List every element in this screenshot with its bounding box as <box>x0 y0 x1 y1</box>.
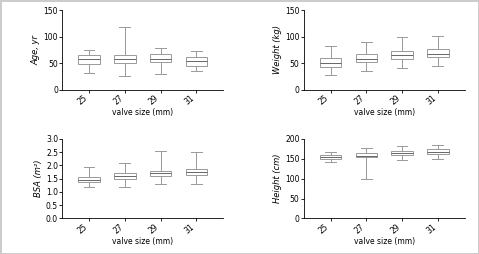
Y-axis label: Height (cm): Height (cm) <box>273 154 282 203</box>
Y-axis label: Age, yr: Age, yr <box>32 35 41 65</box>
PathPatch shape <box>114 55 136 63</box>
PathPatch shape <box>79 55 100 64</box>
PathPatch shape <box>320 58 341 67</box>
PathPatch shape <box>186 57 207 66</box>
PathPatch shape <box>114 173 136 179</box>
PathPatch shape <box>427 49 448 57</box>
PathPatch shape <box>79 177 100 182</box>
Y-axis label: Weight (kg): Weight (kg) <box>273 25 282 74</box>
PathPatch shape <box>186 169 207 175</box>
X-axis label: valve size (mm): valve size (mm) <box>354 108 415 117</box>
PathPatch shape <box>320 155 341 159</box>
PathPatch shape <box>150 171 171 176</box>
X-axis label: valve size (mm): valve size (mm) <box>112 237 173 246</box>
PathPatch shape <box>391 151 413 155</box>
X-axis label: valve size (mm): valve size (mm) <box>354 237 415 246</box>
Y-axis label: BSA (m²): BSA (m²) <box>34 160 43 197</box>
PathPatch shape <box>427 149 448 154</box>
PathPatch shape <box>391 51 413 59</box>
PathPatch shape <box>355 153 377 157</box>
X-axis label: valve size (mm): valve size (mm) <box>112 108 173 117</box>
PathPatch shape <box>355 54 377 61</box>
PathPatch shape <box>150 54 171 62</box>
